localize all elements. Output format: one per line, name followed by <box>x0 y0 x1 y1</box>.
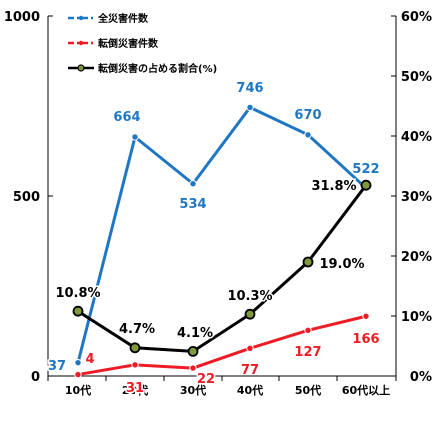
data-label: 37 <box>48 359 66 374</box>
series-point <box>304 131 312 139</box>
series-point <box>246 103 254 112</box>
data-label: 4 <box>85 352 94 367</box>
series-point <box>187 345 199 357</box>
data-label: 166 <box>352 332 379 347</box>
x-tick-label: 20代 <box>122 383 148 397</box>
series-point <box>131 133 139 141</box>
legend-label: 転倒災害の占める割合(%) <box>98 62 217 75</box>
data-label: 22 <box>197 372 215 387</box>
series-point <box>131 361 139 369</box>
series-line <box>77 184 368 353</box>
left-tick-label: 0 <box>31 370 40 385</box>
series-line <box>77 314 367 377</box>
data-label: 522 <box>352 162 379 177</box>
series-point <box>360 179 372 191</box>
data-label: 746 <box>236 81 263 96</box>
series-point <box>74 370 82 379</box>
data-label: 4.1% <box>177 326 213 341</box>
right-tick-label: 10% <box>401 310 432 325</box>
series-group <box>72 103 372 379</box>
data-label: 664 <box>113 110 140 125</box>
series-point <box>362 312 370 320</box>
right-tick-label: 30% <box>401 190 432 205</box>
series-point <box>302 256 314 268</box>
series-point <box>244 308 256 320</box>
data-label: 127 <box>294 345 321 360</box>
series-line <box>76 105 368 364</box>
right-tick-label: 60% <box>401 10 432 25</box>
x-tick-label: 50代 <box>295 383 321 397</box>
data-label: 19.0% <box>319 257 364 272</box>
series-point <box>129 342 141 354</box>
x-tick-label: 10代 <box>65 383 91 397</box>
left-tick-label: 1000 <box>4 10 40 25</box>
x-tick-label: 30代 <box>180 383 206 397</box>
data-label: 10.3% <box>227 289 272 304</box>
data-label: 31.8% <box>311 179 356 194</box>
axes: 0 500 1000 0% 10% 20% 30% 40% 50% 60% 10代 20代 30代 40代… <box>4 10 432 397</box>
series-point <box>246 344 254 352</box>
left-tick-label: 500 <box>13 190 40 205</box>
right-tick-label: 20% <box>401 250 432 265</box>
series-point <box>189 364 197 372</box>
data-label: 4.7% <box>119 322 155 337</box>
legend-label: 全災害件数 <box>97 12 149 25</box>
right-tick-label: 50% <box>401 70 432 85</box>
series-point <box>72 305 84 317</box>
right-tick-label: 40% <box>401 130 432 145</box>
series-point <box>74 358 82 367</box>
x-tick-label: 40代 <box>237 383 263 397</box>
data-label: 670 <box>294 108 321 123</box>
legend-marker <box>78 15 84 21</box>
legend-marker <box>78 40 84 46</box>
data-label: 534 <box>179 197 206 212</box>
legend-marker <box>77 64 85 72</box>
legend-label: 転倒災害件数 <box>98 37 159 50</box>
data-label: 10.8% <box>55 286 100 301</box>
series-point <box>189 180 197 188</box>
data-labels: 37 664 534 746 670 522 4 31 22 77 127 166 10.8% 4.7% 4… <box>46 80 381 398</box>
series-point <box>304 326 312 334</box>
x-tick-label: 60代以上 <box>342 383 390 397</box>
right-tick-label: 0% <box>410 370 432 385</box>
data-label: 31 <box>126 381 144 396</box>
data-label: 77 <box>241 363 259 378</box>
